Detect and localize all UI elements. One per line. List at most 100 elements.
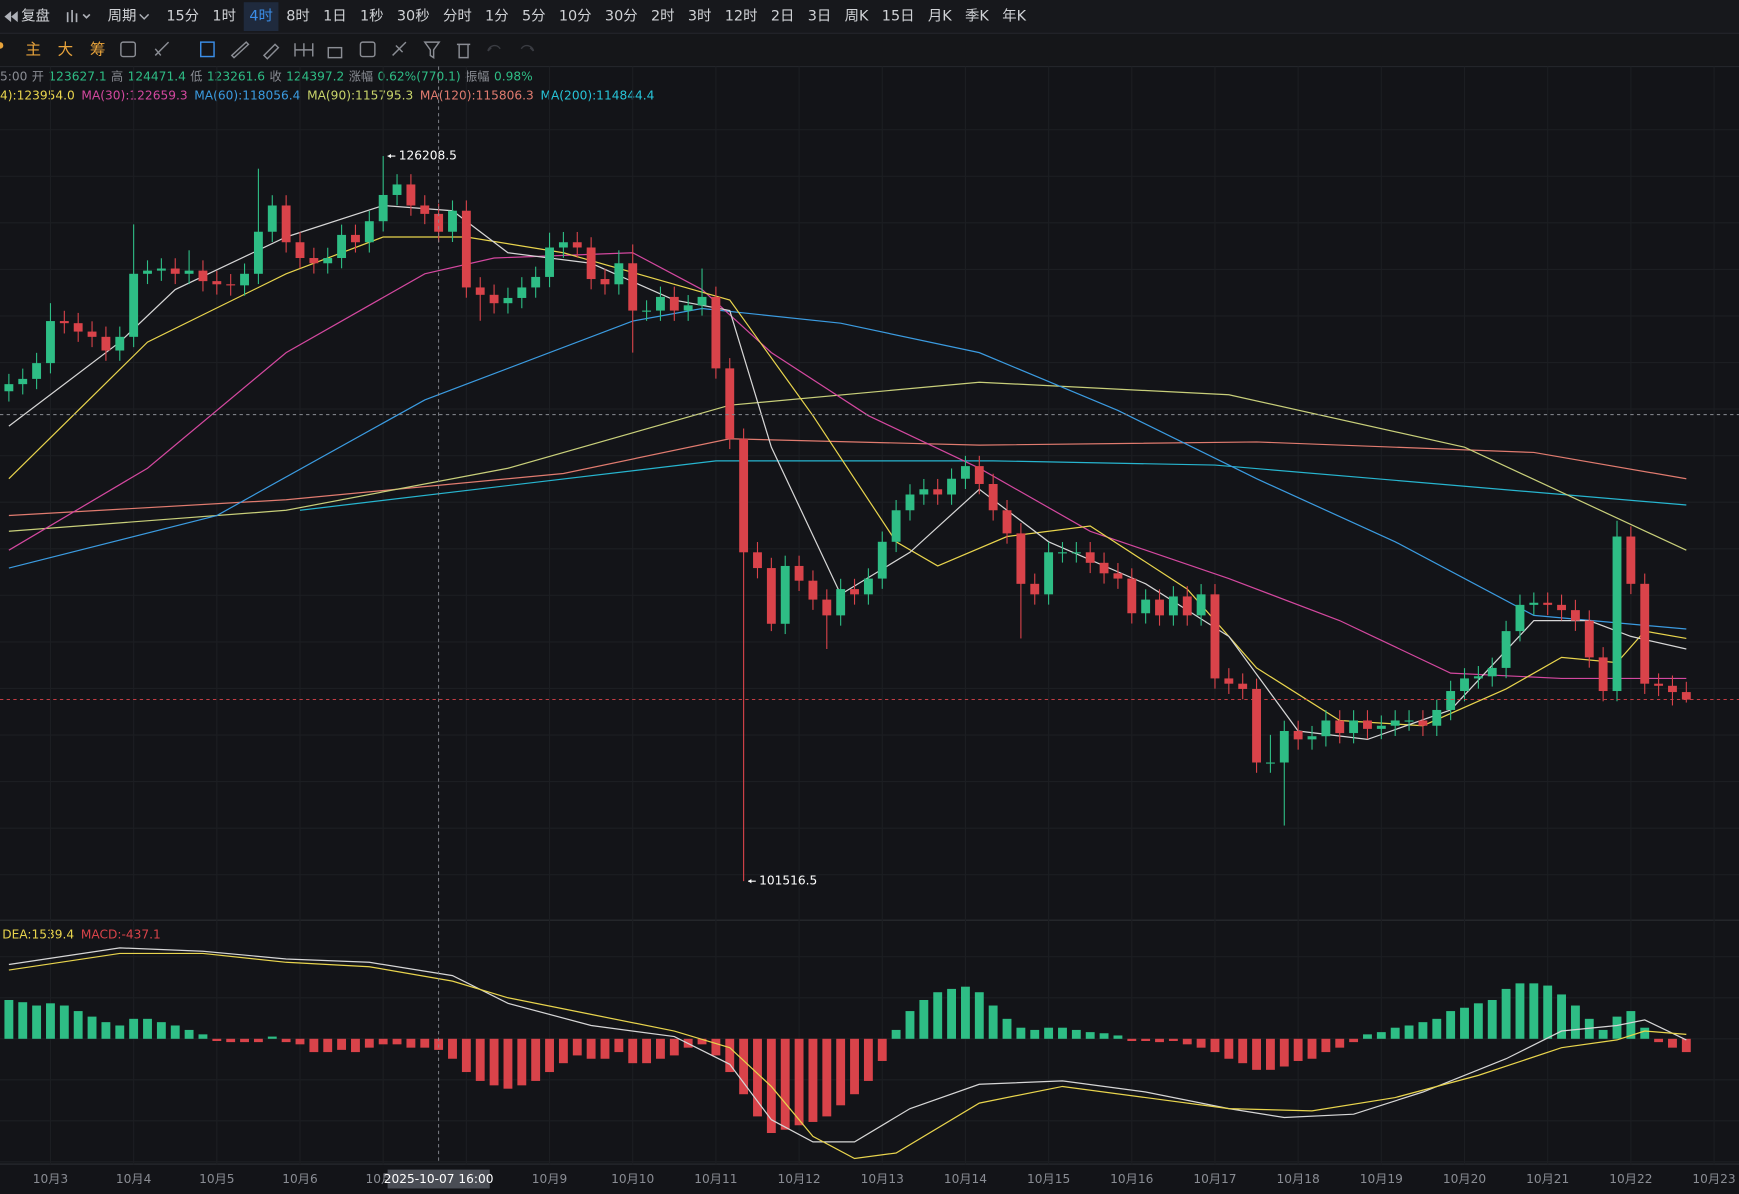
- macd-bar: [1058, 1027, 1067, 1039]
- interval-button[interactable]: 30分: [605, 8, 638, 25]
- x-axis-label: 10月21: [1526, 1172, 1569, 1186]
- interval-button[interactable]: 5分: [522, 8, 546, 25]
- info-item: 0.98%: [494, 69, 533, 83]
- interval-item: 分时: [443, 8, 472, 25]
- replay-icon: [4, 11, 12, 23]
- interval-item: 10分: [559, 8, 592, 25]
- macd-bar: [1335, 1038, 1345, 1048]
- candle-body: [1584, 620, 1594, 658]
- candle-body: [1071, 552, 1081, 554]
- interval-button[interactable]: 年K: [1002, 8, 1026, 25]
- candle-body: [101, 336, 111, 351]
- candle-body: [295, 242, 305, 259]
- macd-bar: [87, 1016, 97, 1039]
- macd-bar: [337, 1038, 347, 1050]
- candle-body: [364, 221, 374, 243]
- macd-bar: [933, 992, 943, 1039]
- info-item: 低: [190, 69, 202, 83]
- candle-body: [1473, 676, 1483, 679]
- interval-button[interactable]: 1时: [212, 8, 236, 25]
- candle-body: [656, 296, 665, 311]
- macd-bar: [1168, 1038, 1178, 1042]
- candle-body: [1543, 602, 1553, 605]
- interval-button[interactable]: 分时: [443, 8, 472, 25]
- candle-body: [794, 565, 804, 581]
- candle-body: [489, 294, 499, 304]
- period-button[interactable]: 周期: [108, 8, 137, 25]
- interval-button[interactable]: 4时: [249, 8, 273, 25]
- interval-button[interactable]: 2时: [651, 8, 675, 25]
- candle-body: [1196, 594, 1206, 616]
- macd-bar: [1196, 1038, 1206, 1048]
- tool-icon[interactable]: [359, 41, 376, 58]
- interval-item: 1秒: [360, 8, 384, 25]
- tool-icon[interactable]: [120, 41, 137, 58]
- interval-button[interactable]: 10分: [559, 8, 592, 25]
- macd-bar: [1016, 1027, 1026, 1039]
- indicator-button[interactable]: 大: [58, 40, 74, 58]
- interval-button[interactable]: 1分: [485, 8, 509, 25]
- candle-body: [683, 305, 693, 311]
- tool-icon[interactable]: [200, 41, 215, 58]
- interval-item: 月K: [928, 9, 952, 25]
- macd-bar: [18, 1002, 28, 1039]
- candle-body: [1557, 604, 1566, 611]
- interval-button[interactable]: 12时: [725, 8, 758, 25]
- candle-body: [1085, 552, 1095, 563]
- interval-item: 2时: [651, 8, 675, 25]
- interval-button[interactable]: 1日: [323, 9, 347, 25]
- macd-bar: [863, 1038, 873, 1081]
- interval-button[interactable]: 1秒: [360, 8, 384, 25]
- undo[interactable]: [487, 44, 501, 52]
- interval-button[interactable]: 月K: [928, 9, 952, 25]
- tool-icon[interactable]: [423, 41, 441, 59]
- tool-icon[interactable]: [456, 43, 471, 59]
- macd-bar: [1598, 1029, 1608, 1039]
- replay-button[interactable]: 复盘: [21, 7, 50, 25]
- ma-line: [8, 307, 1687, 630]
- tool-icon[interactable]: [294, 43, 314, 57]
- candle-body: [87, 331, 97, 337]
- tool-icon[interactable]: [154, 41, 170, 56]
- x-axis-label: 10月10: [611, 1172, 654, 1186]
- chart-type-icon[interactable]: [66, 9, 91, 23]
- interval-button[interactable]: 30秒: [397, 8, 430, 25]
- x-axis-label: 10月12: [777, 1172, 820, 1186]
- candle-body: [1570, 610, 1580, 621]
- x-axis-label: 10月20: [1443, 1172, 1486, 1186]
- interval-button[interactable]: 15分: [166, 8, 199, 25]
- candle-body: [558, 242, 568, 248]
- candle-body: [1598, 657, 1608, 692]
- ma-line: [299, 460, 1687, 511]
- interval-button[interactable]: 3时: [688, 8, 712, 25]
- macd-bar: [378, 1038, 388, 1045]
- interval-highlight: [243, 2, 279, 32]
- tool-icon[interactable]: [392, 41, 407, 56]
- arrow-head: [748, 878, 752, 884]
- macd-bar: [1460, 1007, 1469, 1039]
- tool-icon[interactable]: [230, 41, 250, 59]
- redo[interactable]: [520, 44, 535, 52]
- interval-button[interactable]: 3日: [808, 9, 832, 25]
- interval-button[interactable]: 周K: [845, 9, 869, 25]
- candle-body: [1293, 730, 1303, 740]
- candle-body: [461, 210, 471, 288]
- indicator-button[interactable]: 筹: [90, 40, 106, 58]
- candle-body: [1058, 552, 1067, 554]
- macd-bar: [1612, 1016, 1622, 1039]
- ma-legend-item: MA(60):118056.4: [194, 88, 300, 102]
- macd-bar: [420, 1038, 430, 1048]
- candle-body: [1446, 691, 1456, 710]
- tool-icon[interactable]: [262, 43, 280, 60]
- interval-button[interactable]: 15日: [882, 9, 915, 25]
- interval-button[interactable]: 季K: [965, 8, 989, 25]
- candle-body: [891, 510, 901, 542]
- indicator-button[interactable]: 主: [26, 40, 42, 58]
- interval-button[interactable]: 8时: [286, 8, 310, 25]
- interval-button[interactable]: 2日: [771, 9, 795, 25]
- candle-body: [600, 279, 610, 285]
- tool-icon[interactable]: [327, 46, 343, 59]
- info-item: 123261.6: [207, 69, 265, 83]
